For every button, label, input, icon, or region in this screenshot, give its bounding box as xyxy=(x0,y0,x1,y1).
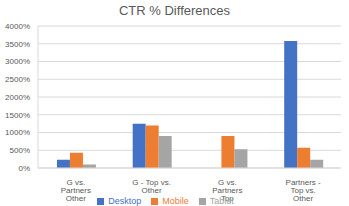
svg-text:G vs.PartnersOther: G vs.PartnersOther xyxy=(61,178,91,203)
svg-text:3000%: 3000% xyxy=(8,57,30,66)
svg-text:Partners -Top vs.Other: Partners -Top vs.Other xyxy=(286,178,321,203)
svg-text:3500%: 3500% xyxy=(8,40,30,49)
svg-text:500%: 500% xyxy=(10,146,30,155)
svg-text:4000%: 4000% xyxy=(8,22,30,31)
svg-text:G vs.PartnersTop: G vs.PartnersTop xyxy=(212,178,242,203)
svg-text:1500%: 1500% xyxy=(8,111,30,120)
svg-text:G - Top vs.Other: G - Top vs.Other xyxy=(132,178,171,195)
svg-text:2500%: 2500% xyxy=(8,75,30,84)
svg-text:1000%: 1000% xyxy=(8,128,30,137)
svg-text:0%: 0% xyxy=(18,164,30,173)
svg-text:2000%: 2000% xyxy=(8,93,30,102)
